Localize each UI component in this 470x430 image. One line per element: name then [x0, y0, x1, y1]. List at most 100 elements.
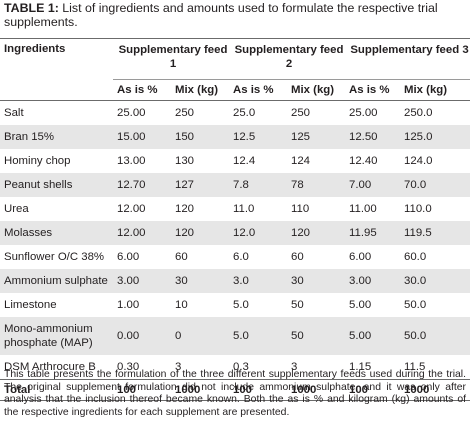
table-row: Ammonium sulphate 3.00 30 3.0 30 3.00 30.0: [0, 269, 470, 293]
value-cell: 150: [171, 125, 229, 149]
value-cell: 30: [171, 269, 229, 293]
value-cell: 30.0: [400, 269, 470, 293]
value-cell: 12.5: [229, 125, 287, 149]
value-cell: 120: [171, 221, 229, 245]
value-cell: 50.0: [400, 317, 470, 355]
empty-header-cell: [0, 79, 113, 101]
table-header-row-groups: Ingredients Supplementary feed 1 Supplem…: [0, 38, 470, 80]
value-cell: 250: [291, 107, 311, 119]
value-cell: 120: [175, 203, 195, 215]
total-value-cell: 1000: [171, 379, 229, 401]
value-cell: 0: [171, 317, 229, 355]
value-cell: 125.0: [400, 125, 470, 149]
subheader-as-is-1: As is %: [113, 79, 171, 101]
value-cell: 0.3: [233, 361, 249, 373]
ingredient-name: Sunflower O/C 38%: [4, 251, 105, 263]
table-row: Limestone 1.00 10 5.0 50 5.00 50.0: [0, 293, 470, 317]
value-cell: 12.70: [113, 173, 171, 197]
table-header-row-subcolumns: As is % Mix (kg) As is % Mix (kg) As is …: [0, 79, 470, 101]
total-value-cell: 1000: [287, 379, 345, 401]
value-cell: 25.00: [349, 107, 378, 119]
total-value-cell: 1000: [400, 379, 470, 401]
table-row: Hominy chop 13.00 130 12.4 124 12.40 124.0: [0, 149, 470, 173]
value-cell: 0.30: [117, 361, 140, 373]
group-header-feed-2: Supplementary feed 2: [229, 38, 345, 80]
value-cell: 25.00: [117, 107, 146, 119]
value-cell: 50.0: [404, 299, 427, 311]
ingredient-name: Ammonium sulphate: [0, 269, 113, 293]
ingredient-name: DSM Arthrocure B: [4, 361, 96, 373]
value-cell: 78: [287, 173, 345, 197]
value-cell: 3.00: [113, 269, 171, 293]
table-footnote: This table presents the formulation of t…: [4, 369, 466, 419]
value-cell: 11.5: [404, 361, 426, 373]
subheader-mix-2: Mix (kg): [287, 79, 345, 101]
value-cell: 5.0: [229, 317, 287, 355]
value-cell: 3.00: [345, 269, 400, 293]
value-cell: 3: [175, 361, 182, 373]
value-cell: 5.0: [233, 299, 249, 311]
value-cell: 120: [287, 221, 345, 245]
table-row: Bran 15% 15.00 150 12.5 125 12.50 125.0: [0, 125, 470, 149]
subheader-mix-1: Mix (kg): [171, 79, 229, 101]
value-cell: 7.8: [229, 173, 287, 197]
value-cell: 1.15: [349, 361, 372, 373]
ingredient-name: Hominy chop: [4, 155, 71, 167]
value-cell: 60: [291, 251, 304, 263]
value-cell: 12.40: [349, 155, 378, 167]
value-cell: 6.00: [117, 251, 140, 263]
group-header-feed-1: Supplementary feed 1: [113, 38, 229, 80]
caption-label: TABLE 1:: [4, 1, 59, 15]
ingredient-name: Urea: [4, 203, 29, 215]
value-cell: 6.0: [233, 251, 249, 263]
table-row: Salt 25.00 250 25.0 250 25.00 250.0: [0, 101, 470, 126]
ingredients-header: Ingredients: [0, 38, 113, 80]
value-cell: 11.0: [233, 203, 255, 215]
value-cell: 50: [291, 299, 304, 311]
subheader-as-is-3: As is %: [345, 79, 400, 101]
subheader-mix-3: Mix (kg): [400, 79, 470, 101]
ingredient-name: Molasses: [0, 221, 113, 245]
value-cell: 6.00: [349, 251, 372, 263]
total-label: Total: [0, 379, 113, 401]
ingredient-name: Peanut shells: [0, 173, 113, 197]
group-header-feed-3: Supplementary feed 3: [345, 38, 470, 80]
value-cell: 127: [171, 173, 229, 197]
value-cell: 11.95: [345, 221, 400, 245]
value-cell: 13.00: [117, 155, 146, 167]
value-cell: 15.00: [113, 125, 171, 149]
ingredient-name: Bran 15%: [0, 125, 113, 149]
ingredient-name: Limestone: [4, 299, 57, 311]
value-cell: 250.0: [404, 107, 433, 119]
caption-text: List of ingredients and amounts used to …: [4, 1, 438, 29]
value-cell: 3.0: [229, 269, 287, 293]
table-row: Sunflower O/C 38% 6.00 60 6.0 60 6.00 60.0: [0, 245, 470, 269]
value-cell: 12.00: [113, 221, 171, 245]
value-cell: 7.00: [345, 173, 400, 197]
value-cell: 3: [291, 361, 298, 373]
total-row: Total 100 1000 100 1000 100 1000: [0, 379, 470, 401]
total-value-cell: 100: [113, 379, 171, 401]
value-cell: 0.00: [113, 317, 171, 355]
value-cell: 124: [291, 155, 311, 167]
value-cell: 30: [287, 269, 345, 293]
value-cell: 10: [175, 299, 188, 311]
total-value-cell: 100: [345, 379, 400, 401]
value-cell: 25.0: [233, 107, 256, 119]
ingredient-name: Mono-ammonium phosphate (MAP): [0, 317, 113, 355]
table-row: Urea 12.00 120 11.0 110 11.00 110.0: [0, 197, 470, 221]
value-cell: 50: [287, 317, 345, 355]
value-cell: 110: [291, 203, 310, 215]
value-cell: 1.00: [117, 299, 140, 311]
table-caption: TABLE 1: List of ingredients and amounts…: [4, 1, 466, 29]
table-body: Salt 25.00 250 25.0 250 25.00 250.0 Bran 15% 15.…: [0, 101, 470, 401]
ingredient-name: Salt: [4, 107, 24, 119]
value-cell: 124.0: [404, 155, 433, 167]
value-cell: 12.00: [117, 203, 146, 215]
value-cell: 250: [175, 107, 195, 119]
value-cell: 125: [287, 125, 345, 149]
value-cell: 110.0: [404, 203, 432, 215]
value-cell: 60: [175, 251, 188, 263]
total-value-cell: 100: [229, 379, 287, 401]
